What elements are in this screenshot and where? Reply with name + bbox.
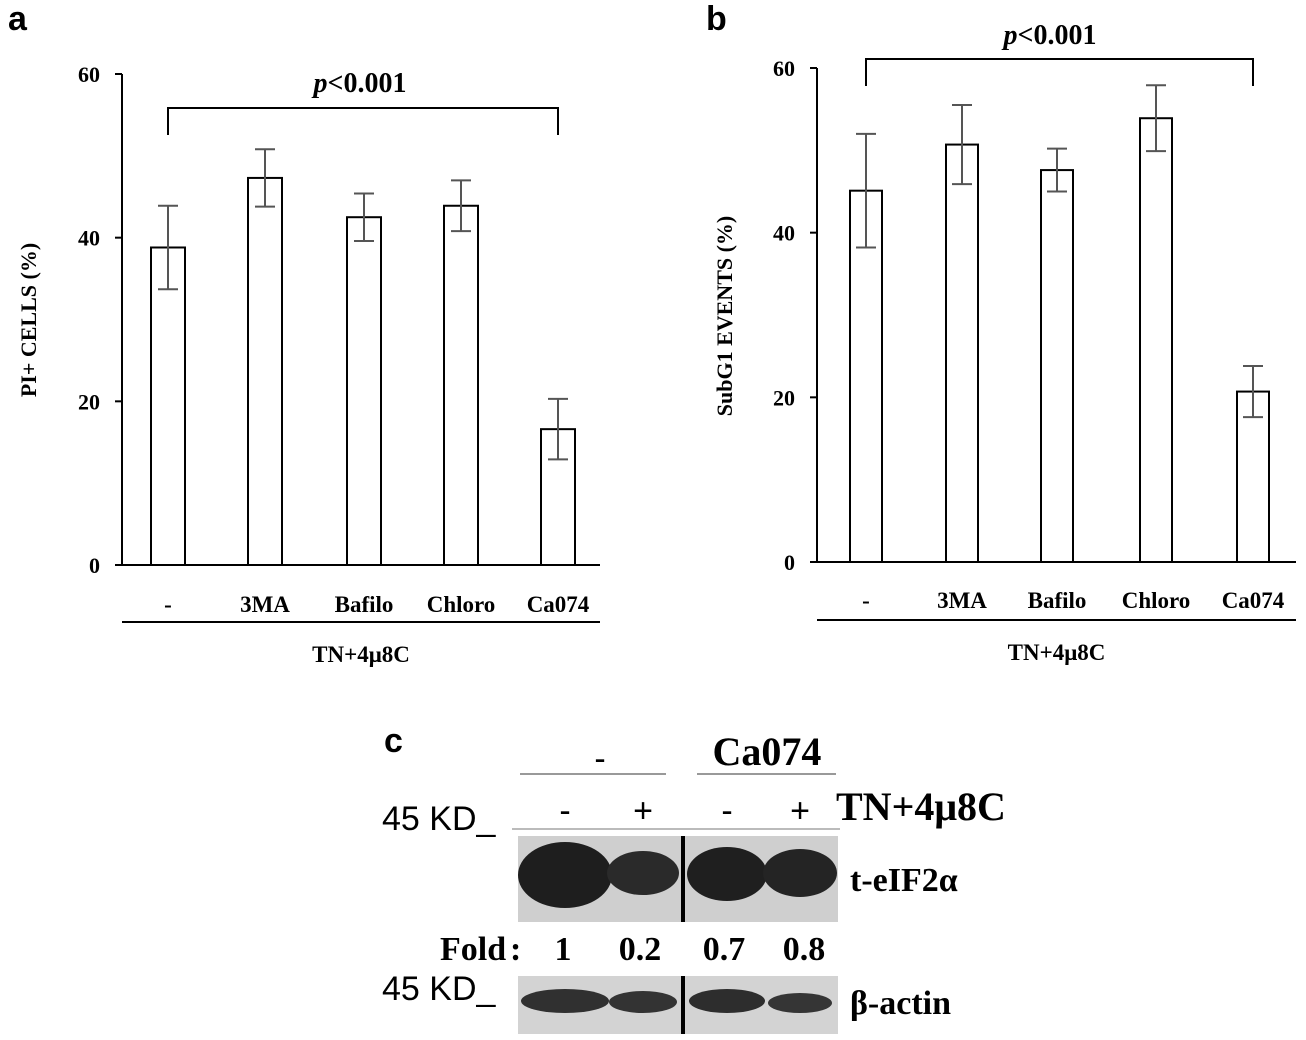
- y-axis-label: PI+ CELLS (%): [16, 243, 41, 397]
- treatment-label: TN+4μ8C: [836, 784, 1006, 829]
- error-bars: [856, 84, 1263, 419]
- fold-label: Fold: [440, 931, 506, 968]
- band-bottom-lane-4: [768, 993, 832, 1013]
- p-value: p<0.001: [1002, 20, 1097, 51]
- band-label-t-eif2a: t-eIF2α: [850, 862, 958, 899]
- band-label-beta-actin: β-actin: [850, 985, 951, 1022]
- y-tick-label: 60: [78, 62, 100, 87]
- error-bars: [158, 148, 568, 461]
- group-label-ca074: Ca074: [713, 729, 822, 774]
- category-label: Ca074: [1222, 588, 1285, 613]
- y-ticks: 0 20 40 60: [773, 56, 817, 575]
- bars: [150, 176, 576, 567]
- category-label: Chloro: [427, 592, 496, 617]
- bar: [1139, 117, 1173, 564]
- category-label: Bafilo: [1028, 588, 1087, 613]
- y-tick-label: 40: [773, 221, 795, 246]
- fold-value-4: 0.8: [783, 931, 826, 968]
- category-labels: - 3MA Bafilo Chloro Ca074: [862, 588, 1285, 613]
- category-label: 3MA: [937, 588, 987, 613]
- y-tick-label: 0: [784, 550, 795, 575]
- category-labels: - 3MA Bafilo Chloro Ca074: [164, 592, 590, 617]
- band-bottom-lane-3: [689, 989, 765, 1013]
- group-label: TN+4μ8C: [1008, 640, 1106, 665]
- panel-letter-b: b: [706, 0, 727, 38]
- group-label-control: -: [594, 740, 605, 778]
- category-label: -: [862, 588, 870, 613]
- fold-value-2: 0.2: [619, 931, 662, 968]
- category-label: Bafilo: [335, 592, 394, 617]
- significance-bracket: [865, 58, 1254, 86]
- panel-b: b SubG1 EVENTS (%) 0 20 40 60 - 3MA Bafilo Chl…: [706, 0, 1296, 665]
- panel-c-western-blot: c - Ca074 - + - + TN+4μ8C 45 KD_ t-eIF2α…: [382, 722, 1006, 1034]
- bar: [346, 216, 382, 566]
- bracket-line: [167, 107, 559, 135]
- y-tick-label: 60: [773, 56, 795, 81]
- band-bottom-lane-1: [521, 989, 609, 1013]
- y-tick-label: 20: [773, 385, 795, 410]
- bar: [443, 204, 479, 566]
- mw-marker-top: 45 KD_: [382, 800, 496, 838]
- panel-a: a PI+ CELLS (%) 0 20 40 60 - 3MA Bafilo Chloro…: [8, 0, 600, 667]
- category-label: 3MA: [240, 592, 290, 617]
- band-top-lane-3: [687, 847, 767, 901]
- lane-sign-4: +: [790, 792, 810, 830]
- panel-letter-c: c: [384, 722, 403, 760]
- y-axis-label: SubG1 EVENTS (%): [712, 216, 737, 417]
- category-label: Chloro: [1122, 588, 1191, 613]
- lane-sign-2: +: [633, 792, 653, 830]
- lane-sign-1: -: [559, 792, 570, 830]
- bar: [945, 143, 979, 563]
- p-value: p<0.001: [312, 68, 407, 99]
- bars: [849, 117, 1270, 564]
- panel-letter-a: a: [8, 0, 28, 38]
- fold-value-3: 0.7: [703, 931, 746, 968]
- mw-marker-bottom: 45 KD_: [382, 970, 496, 1008]
- category-label: Ca074: [527, 592, 590, 617]
- significance-bracket: [167, 107, 559, 135]
- fold-colon: :: [510, 931, 521, 968]
- bar: [247, 176, 283, 566]
- band-bottom-lane-2: [609, 991, 677, 1013]
- y-ticks: 0 20 40 60: [78, 62, 122, 578]
- fold-value-1: 1: [555, 931, 572, 968]
- group-label: TN+4μ8C: [312, 642, 410, 667]
- bar: [1040, 169, 1074, 564]
- band-top-lane-2: [607, 851, 679, 895]
- bar: [150, 246, 186, 566]
- bar: [1236, 390, 1270, 563]
- y-tick-label: 0: [89, 553, 100, 578]
- lane-sign-3: -: [721, 792, 732, 830]
- y-tick-label: 20: [78, 389, 100, 414]
- band-top-lane-4: [763, 849, 837, 897]
- bracket-line: [865, 58, 1254, 86]
- band-top-lane-1: [518, 842, 612, 908]
- y-tick-label: 40: [78, 226, 100, 251]
- category-label: -: [164, 592, 172, 617]
